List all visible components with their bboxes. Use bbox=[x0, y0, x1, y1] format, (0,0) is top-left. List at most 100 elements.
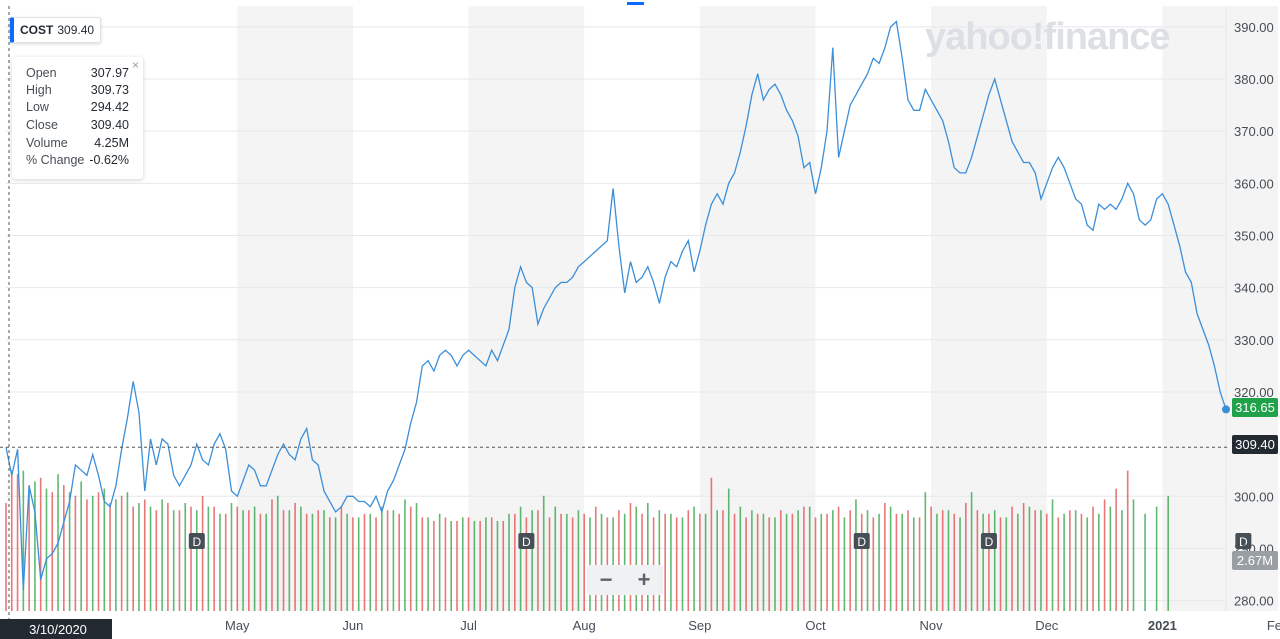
range-handle[interactable] bbox=[627, 2, 644, 5]
x-tick-label: Sep bbox=[688, 618, 711, 633]
volume-bar bbox=[456, 521, 458, 611]
volume-bar bbox=[91, 495, 94, 611]
volume-bar bbox=[618, 510, 620, 611]
volume-bar bbox=[1017, 513, 1019, 611]
volume-bar bbox=[352, 517, 354, 611]
volume-bar bbox=[1057, 517, 1060, 611]
volume-bar bbox=[51, 492, 54, 611]
volume-bar bbox=[936, 513, 938, 611]
volume-bar bbox=[774, 517, 776, 611]
volume-bar bbox=[733, 513, 736, 611]
volume-bar bbox=[895, 513, 898, 611]
volume-bar bbox=[820, 513, 823, 611]
volume-bar bbox=[704, 513, 707, 611]
volume-bar bbox=[115, 499, 117, 611]
volume-bar bbox=[288, 510, 291, 611]
ticker-price: 309.40 bbox=[57, 23, 95, 37]
ohlc-row-change: % Change -0.62% bbox=[26, 153, 129, 170]
zoom-out-button[interactable]: − bbox=[599, 567, 613, 592]
month-band bbox=[931, 6, 1047, 611]
volume-bar bbox=[554, 506, 557, 611]
last-price-dot bbox=[1222, 405, 1230, 414]
volume-bar bbox=[982, 513, 984, 611]
volume-bar bbox=[334, 517, 337, 611]
volume-bar bbox=[438, 513, 441, 611]
volume-bar bbox=[271, 499, 273, 611]
volume-bar bbox=[901, 513, 904, 611]
volume-bar bbox=[68, 492, 71, 611]
dividend-marker[interactable]: D bbox=[1235, 533, 1252, 549]
ohlc-panel: × Open 307.97 High 309.73 Low 294.42 Close 3… bbox=[12, 57, 143, 179]
volume-bar bbox=[941, 510, 944, 611]
volume-bar bbox=[461, 517, 464, 611]
volume-bar bbox=[583, 513, 585, 611]
volume-bar bbox=[537, 510, 539, 611]
y-axis-labels: 390.00 380.00 370.00 360.00 350.00 340.00 330.… bbox=[1234, 20, 1274, 609]
y-tick-label: 280.00 bbox=[1234, 594, 1274, 609]
volume-bar bbox=[467, 517, 470, 611]
volume-bar bbox=[473, 521, 476, 611]
volume-bar bbox=[542, 495, 545, 611]
dividend-marker[interactable]: D bbox=[853, 533, 870, 549]
volume-bar bbox=[1144, 513, 1146, 611]
volume-bar bbox=[652, 517, 655, 611]
ticker-legend[interactable]: COST 309.40 bbox=[10, 17, 102, 43]
volume-bar bbox=[340, 506, 343, 611]
volume-bar bbox=[664, 513, 666, 611]
volume-bar bbox=[525, 517, 528, 611]
volume-bar bbox=[120, 495, 123, 611]
volume-bar bbox=[1069, 510, 1071, 611]
volume-bar bbox=[328, 517, 331, 611]
volume-bar bbox=[490, 517, 493, 611]
yahoo-finance-watermark: yahoo!finance bbox=[925, 16, 1170, 58]
month-band bbox=[1162, 6, 1279, 611]
volume-bar bbox=[80, 481, 82, 611]
dividend-marker[interactable]: D bbox=[980, 533, 997, 549]
volume-bar bbox=[103, 488, 106, 611]
crosshair-date-label: 3/10/2020 bbox=[29, 622, 87, 637]
y-tick-label: 330.00 bbox=[1234, 333, 1274, 348]
volume-bar bbox=[97, 492, 100, 611]
volume-bar bbox=[832, 510, 834, 611]
volume-bar bbox=[398, 513, 400, 611]
close-icon[interactable]: × bbox=[131, 58, 139, 72]
volume-bar bbox=[444, 517, 447, 611]
volume-bar bbox=[837, 506, 840, 611]
x-tick-label: Feb bbox=[1267, 618, 1280, 633]
volume-bar bbox=[606, 517, 609, 611]
ohlc-value: 309.73 bbox=[90, 83, 129, 97]
volume-bar bbox=[531, 510, 533, 611]
dividend-marker-label: D bbox=[522, 535, 531, 549]
volume-bar bbox=[1155, 506, 1158, 611]
dividend-marker-label: D bbox=[192, 535, 201, 549]
volume-bar bbox=[635, 506, 638, 611]
volume-bar bbox=[699, 513, 701, 611]
volume-bar bbox=[172, 510, 175, 611]
volume-bar bbox=[311, 513, 314, 611]
volume-bar bbox=[751, 510, 753, 611]
dividend-marker[interactable]: D bbox=[188, 533, 205, 549]
zoom-in-button[interactable]: + bbox=[637, 567, 651, 592]
x-tick-label: Nov bbox=[920, 618, 944, 633]
volume-bar bbox=[878, 513, 880, 611]
volume-bar bbox=[450, 521, 453, 611]
volume-bar bbox=[317, 510, 320, 611]
volume-bar bbox=[1022, 503, 1025, 611]
volume-bar bbox=[86, 499, 88, 611]
volume-bar bbox=[22, 470, 25, 611]
volume-bar bbox=[693, 506, 695, 611]
crosshair-price-badge: 309.40 bbox=[1232, 435, 1278, 454]
volume-bar bbox=[45, 488, 48, 611]
volume-bar bbox=[647, 503, 649, 611]
volume-bar bbox=[265, 513, 267, 611]
volume-bar bbox=[826, 513, 828, 611]
zoom-control: − + bbox=[587, 565, 663, 595]
volume-bar bbox=[502, 521, 505, 611]
volume-bar bbox=[213, 506, 215, 611]
y-tick-label: 350.00 bbox=[1234, 228, 1274, 243]
volume-bar bbox=[1005, 517, 1008, 611]
last-price-label: 316.65 bbox=[1235, 400, 1275, 415]
ohlc-row-close: Close 309.40 bbox=[26, 118, 129, 135]
dividend-marker[interactable]: D bbox=[518, 533, 535, 549]
